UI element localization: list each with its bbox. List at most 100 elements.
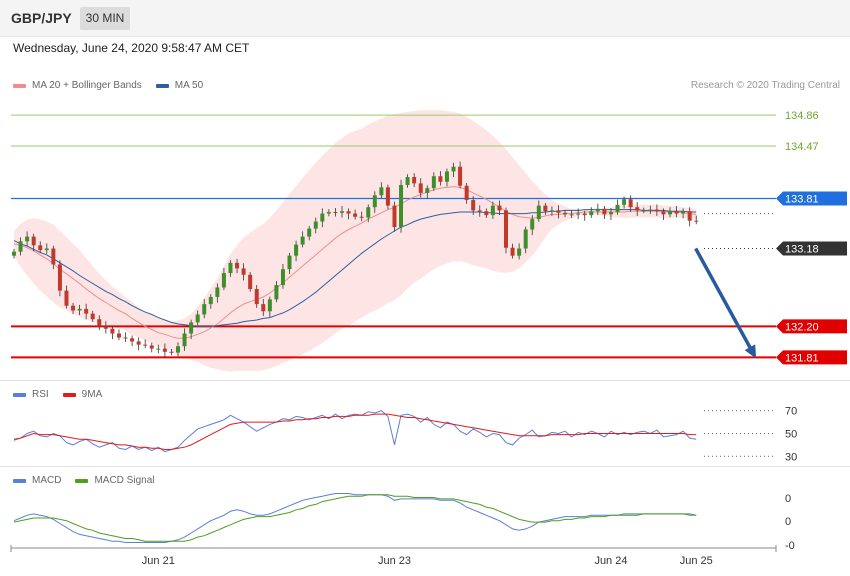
candle-body: [385, 187, 390, 206]
level-label: 132.20: [785, 321, 819, 333]
rsi-legend: RSI 9MA: [13, 389, 102, 400]
rsi-legend-label: RSI: [32, 389, 49, 400]
candle-body: [12, 251, 16, 256]
rsi-ma-legend-label: 9MA: [81, 389, 103, 400]
macd-signal-line: [13, 494, 697, 542]
rsi-tick-label: 30: [785, 451, 797, 463]
candle-body: [412, 177, 417, 184]
candle-body: [235, 262, 240, 269]
candle-body: [510, 247, 515, 256]
candle-body: [202, 304, 207, 315]
macd-signal-swatch: [75, 478, 89, 483]
chart-header: GBP/JPY 30 MIN: [0, 0, 850, 37]
x-tick-label: Jun 25: [680, 555, 713, 567]
candle-body: [523, 229, 528, 249]
candle-body: [64, 290, 69, 306]
candle-body: [549, 210, 554, 212]
ma50-legend-label: MA 50: [174, 80, 204, 91]
candle-body: [668, 211, 672, 215]
rsi-ma-swatch: [62, 392, 76, 397]
candle-body: [654, 209, 659, 212]
candle-body: [556, 210, 561, 213]
candle-body: [674, 211, 679, 214]
candle-body: [589, 211, 594, 216]
candle-body: [641, 210, 646, 212]
candle-body: [333, 211, 338, 213]
candle-body: [287, 255, 292, 270]
candle-body: [608, 211, 613, 215]
candle-body: [451, 166, 456, 172]
candles: [12, 161, 699, 358]
main-legend: MA 20 + Bollinger Bands MA 50: [13, 80, 203, 91]
candle-body: [563, 212, 568, 215]
candle-body: [418, 183, 423, 193]
candle-body: [517, 248, 522, 256]
level-label: 133.18: [785, 244, 819, 256]
candle-body: [687, 211, 692, 221]
candle-body: [31, 236, 36, 246]
candle-body: [425, 188, 430, 193]
candle-body: [189, 322, 194, 334]
candle-body: [353, 213, 358, 217]
candle-body: [123, 337, 128, 339]
candle-body: [130, 338, 135, 342]
candle-body: [399, 184, 404, 228]
ma20-swatch: [13, 83, 26, 88]
candle-body: [300, 236, 305, 245]
candle-body: [221, 273, 226, 288]
candle-body: [320, 213, 325, 222]
rsi-ma-line: [13, 413, 697, 450]
ma20-line: [13, 186, 697, 339]
candle-body: [405, 177, 410, 185]
last-price-tag: [776, 241, 847, 256]
candle-body: [248, 274, 253, 290]
panel-divider: [0, 380, 850, 381]
candle-body: [84, 308, 89, 314]
candle-body: [156, 348, 161, 350]
candle-body: [536, 205, 541, 220]
level-tag: [776, 191, 847, 206]
x-tick-label: Jun 24: [594, 555, 627, 567]
candle-body: [477, 210, 482, 212]
rsi-tick-label: 50: [785, 429, 797, 441]
candle-body: [497, 205, 502, 211]
candle-body: [392, 205, 397, 228]
level-tag: [776, 319, 847, 334]
bollinger-band: [14, 110, 697, 372]
candle-body: [464, 185, 469, 201]
macd-line: [13, 493, 697, 543]
candle-body: [307, 228, 312, 237]
rsi-tick-label: 70: [785, 406, 797, 418]
candle-body: [38, 245, 43, 251]
candle-body: [576, 213, 581, 215]
candle-body: [169, 351, 174, 353]
level-label: 131.81: [785, 352, 819, 364]
macd-legend: MACD MACD Signal: [13, 475, 154, 486]
timeframe-badge[interactable]: 30 MIN: [80, 7, 130, 30]
rsi-swatch: [13, 392, 26, 397]
macd-tick-label: 0: [785, 493, 791, 505]
candle-body: [143, 344, 148, 346]
level-label: 134.47: [785, 141, 819, 153]
ma50-swatch: [155, 83, 169, 88]
candle-body: [136, 341, 141, 345]
candle-body: [254, 289, 259, 305]
candle-body: [530, 219, 535, 230]
candle-body: [595, 208, 600, 212]
candle-body: [241, 268, 246, 275]
level-tag: [776, 350, 847, 365]
candle-body: [359, 216, 364, 218]
candle-body: [431, 176, 436, 189]
x-tick-label: Jun 21: [142, 555, 175, 567]
candle-body: [438, 176, 443, 182]
candle-body: [543, 205, 548, 212]
candle-body: [366, 207, 371, 218]
candle-body: [103, 326, 108, 329]
symbol-label: GBP/JPY: [11, 10, 72, 26]
candle-body: [162, 348, 167, 352]
candle-body: [195, 314, 200, 323]
candle-body: [484, 211, 489, 216]
candle-body: [504, 210, 508, 248]
macd-swatch: [13, 478, 26, 483]
